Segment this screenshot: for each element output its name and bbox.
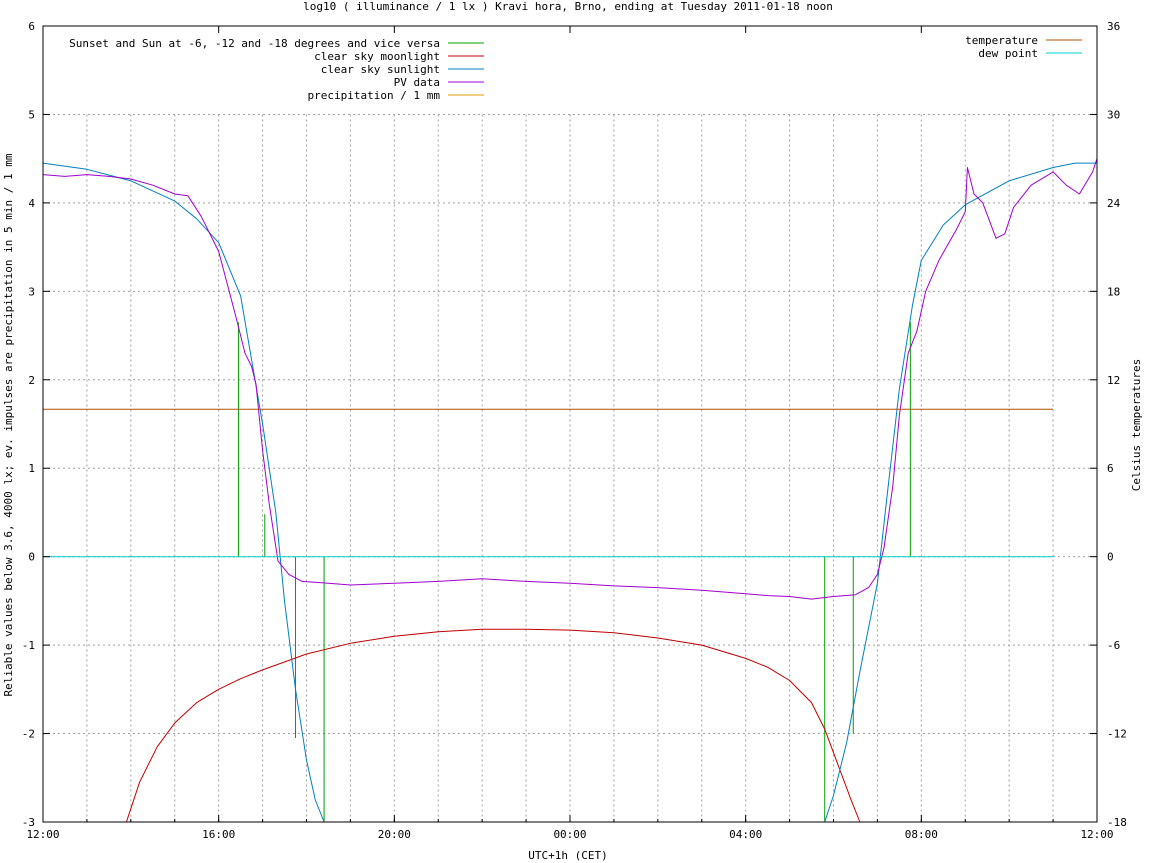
- legend-entry-label: Sunset and Sun at -6, -12 and -18 degree…: [69, 37, 440, 50]
- y2-tick-label: 18: [1107, 285, 1120, 298]
- legend-entry-label: dew point: [978, 47, 1038, 60]
- legend-entry-label: clear sky sunlight: [321, 63, 440, 76]
- y2-tick-label: -12: [1107, 728, 1127, 741]
- series-line-clear-sky-moonlight: [125, 628, 861, 823]
- y-tick-label: -1: [22, 639, 35, 652]
- y2-tick-label: 6: [1107, 462, 1114, 475]
- x-tick-label: 12:00: [1080, 828, 1113, 841]
- y-tick-label: 0: [28, 551, 35, 564]
- y2-tick-label: 24: [1107, 197, 1121, 210]
- y-tick-label: -3: [22, 816, 35, 829]
- legend-entry-label: temperature: [965, 34, 1038, 47]
- y-tick-label: 1: [28, 462, 35, 475]
- x-tick-label: 16:00: [202, 828, 235, 841]
- ticks-layer: 12:00 16:00 20:00 00:00 04:00 08:00 12:00-3-2-…: [22, 20, 1127, 841]
- legend-entry-label: PV data: [394, 76, 440, 89]
- y2-tick-label: 30: [1107, 108, 1120, 121]
- y-tick-label: -2: [22, 728, 35, 741]
- x-axis-label: UTC+1h (CET): [528, 849, 607, 862]
- y2-tick-label: 0: [1107, 551, 1114, 564]
- y2-tick-label: -18: [1107, 816, 1127, 829]
- y-axis-label: Reliable values below 3.6, 4000 lx; ev. …: [2, 153, 15, 696]
- y-tick-label: 4: [28, 197, 35, 210]
- series-sunset-and-sun-at-6-12-and-18-degrees-and-vice-versa: [237, 322, 911, 822]
- y-tick-label: 6: [28, 20, 35, 33]
- legend-left: Sunset and Sun at -6, -12 and -18 degree…: [69, 37, 484, 102]
- y-tick-label: 3: [28, 285, 35, 298]
- y2-tick-label: -6: [1107, 639, 1120, 652]
- y-tick-label: 5: [28, 108, 35, 121]
- legend-entry-label: precipitation / 1 mm: [308, 89, 441, 102]
- legend-entry-label: clear sky moonlight: [314, 50, 440, 63]
- y2-tick-label: 12: [1107, 374, 1120, 387]
- x-tick-label: 20:00: [378, 828, 411, 841]
- series-line-pv-data: [42, 158, 1098, 600]
- x-tick-label: 08:00: [905, 828, 938, 841]
- y2-tick-label: 36: [1107, 20, 1120, 33]
- x-tick-label: 00:00: [553, 828, 586, 841]
- x-tick-label: 12:00: [26, 828, 59, 841]
- chart-title: log10 ( illuminance / 1 lx ) Kravi hora,…: [303, 0, 833, 13]
- x-tick-label: 04:00: [729, 828, 762, 841]
- y-tick-label: 2: [28, 374, 35, 387]
- y2-axis-label: Celsius temperatures: [1130, 359, 1143, 491]
- series-line-clear-sky-sunlight: [42, 162, 1097, 823]
- grid-layer: [43, 113, 1097, 822]
